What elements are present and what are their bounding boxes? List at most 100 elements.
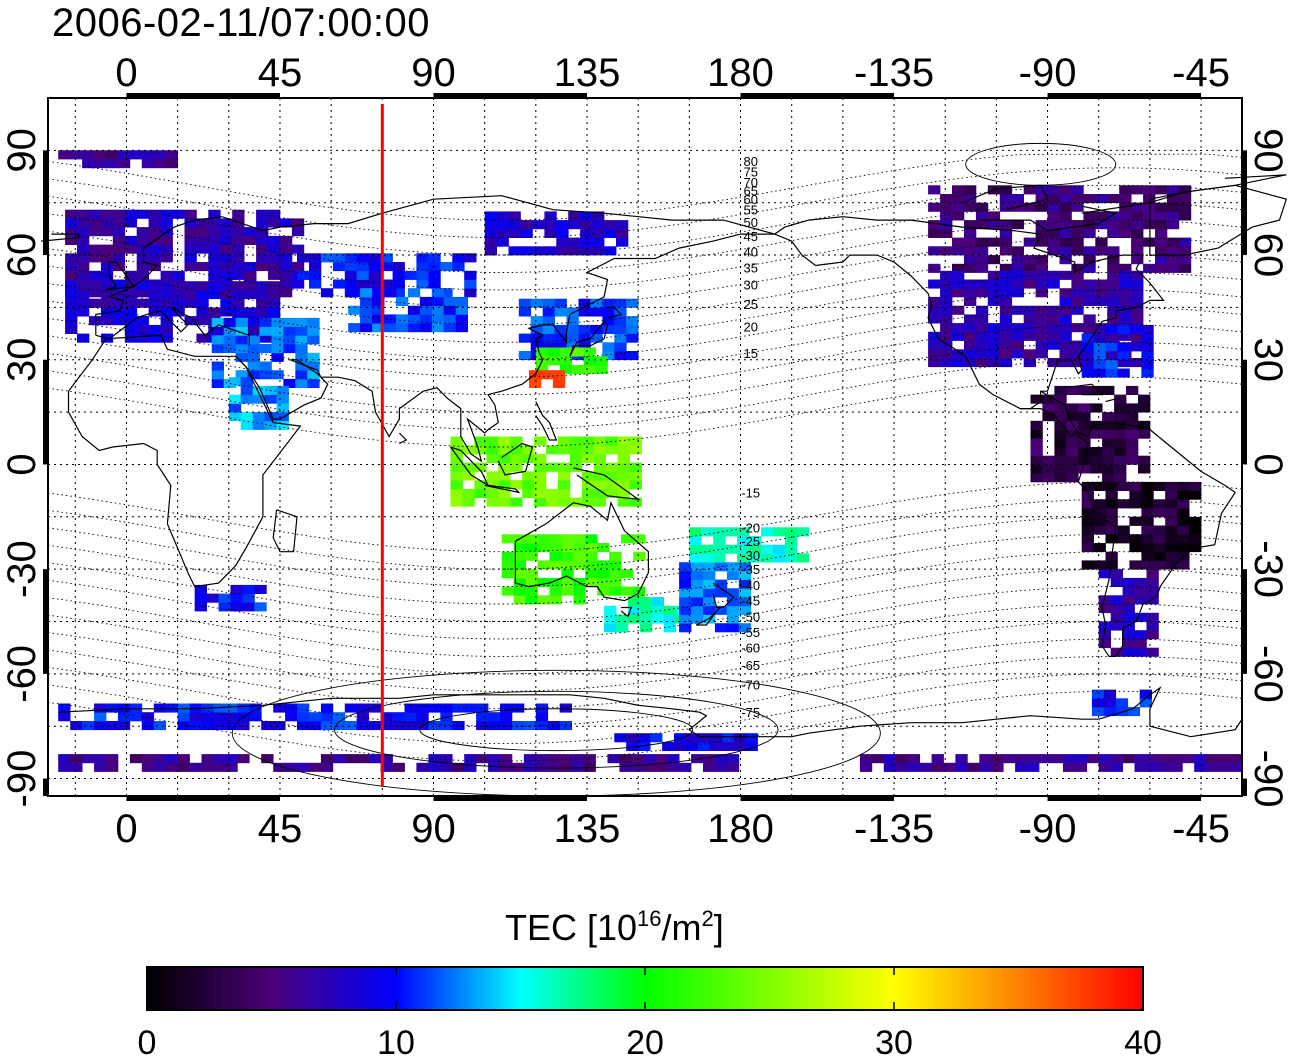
tec-cell [928, 340, 941, 350]
tec-cell [975, 314, 989, 324]
tec-cell [581, 471, 595, 481]
tec-cell [987, 331, 1001, 341]
tec-cell [549, 534, 562, 544]
tec-cell [629, 462, 642, 472]
tec-cell [883, 754, 897, 764]
tec-cell [1023, 331, 1036, 341]
tec-cell [1102, 438, 1115, 448]
tec-cell [1035, 255, 1048, 265]
tec-cell [964, 340, 977, 350]
coastline-path [272, 509, 298, 553]
tec-cell [1035, 220, 1048, 230]
tec-cell [626, 316, 639, 326]
tec-cell [256, 290, 269, 300]
tec-cell [568, 237, 581, 247]
tec-cell [1023, 237, 1036, 247]
tec-cell [291, 227, 305, 237]
tec-cell [235, 344, 248, 354]
tec-cell [940, 288, 953, 298]
tec-cell [247, 361, 260, 371]
tec-cell [1011, 323, 1024, 333]
contour-line [47, 516, 1243, 588]
frame-bar [126, 796, 280, 801]
tec-cell [1107, 220, 1120, 230]
contour-label: -25 [741, 534, 760, 549]
tec-cell [165, 762, 178, 772]
frame-bar [1242, 778, 1247, 796]
tec-cell [1146, 612, 1159, 622]
tec-cell [100, 307, 114, 317]
tec-cell [738, 588, 752, 598]
tec-cell [1177, 543, 1190, 553]
tec-cell [871, 754, 885, 764]
lat-tick-label-left: -90 [0, 750, 44, 808]
tec-cell [1011, 340, 1024, 350]
tec-cell [184, 235, 197, 245]
tec-cell [220, 307, 233, 317]
tec-cell [117, 712, 131, 722]
tec-cell [1155, 220, 1168, 230]
tec-cell [593, 488, 607, 498]
tec-cell [1102, 455, 1115, 465]
tec-cell [82, 159, 95, 169]
tec-cell [999, 331, 1013, 341]
tec-cell [1023, 358, 1036, 368]
tec-cell [65, 281, 78, 291]
tec-cell [100, 253, 114, 263]
tec-cell [595, 365, 608, 375]
tec-cell [184, 316, 197, 326]
tec-cell [117, 150, 131, 160]
tec-cell [964, 358, 977, 368]
tec-cell [1119, 305, 1132, 315]
tec-cell [280, 235, 293, 245]
tec-cell [1093, 368, 1106, 378]
tec-cell [638, 741, 651, 751]
tec-cell [148, 253, 161, 263]
coastline-path [398, 432, 408, 445]
tec-cell [1066, 438, 1079, 448]
contour-label: -50 [741, 609, 760, 624]
tec-cell [1047, 323, 1060, 333]
tec-cell [940, 279, 953, 289]
tec-cell [523, 762, 537, 772]
tec-cell [1071, 228, 1084, 238]
tec-cell [1078, 420, 1091, 430]
tec-cell [1131, 255, 1144, 265]
contour-label: 30 [744, 278, 758, 293]
tec-cell [295, 326, 308, 336]
tec-cell [208, 209, 221, 219]
tec-cell [464, 754, 477, 764]
tec-cell [129, 712, 143, 722]
tec-cell [498, 445, 511, 455]
tec-cell [1047, 202, 1060, 212]
tec-cell [1047, 211, 1060, 221]
tec-cell [455, 305, 468, 315]
tec-cell [273, 762, 286, 772]
tec-cell [1083, 194, 1096, 204]
coastline-path [607, 306, 623, 319]
contour-label: -75 [741, 705, 760, 720]
tec-cell [559, 365, 572, 375]
tec-cell [242, 602, 255, 612]
tec-cell [344, 721, 358, 731]
tec-cell [609, 577, 622, 587]
tec-cell [141, 762, 155, 772]
tec-cell [392, 262, 405, 272]
tec-cell [228, 394, 242, 404]
tec-cell [1155, 228, 1168, 238]
tec-cell [745, 733, 758, 743]
tec-cell [627, 605, 641, 615]
tec-cell [256, 307, 269, 317]
lat-tick-label-right: 60 [1246, 233, 1290, 277]
tec-cell [82, 721, 95, 731]
tec-cell [546, 488, 559, 498]
tec-cell [283, 344, 296, 354]
tec-cell [940, 228, 953, 238]
tec-cell [975, 279, 989, 289]
contour-line [47, 690, 1243, 762]
tec-cell [100, 281, 114, 291]
tec-cell [259, 326, 272, 336]
tec-cell [332, 279, 346, 289]
tec-cell [196, 333, 209, 343]
tec-cell [626, 733, 639, 743]
